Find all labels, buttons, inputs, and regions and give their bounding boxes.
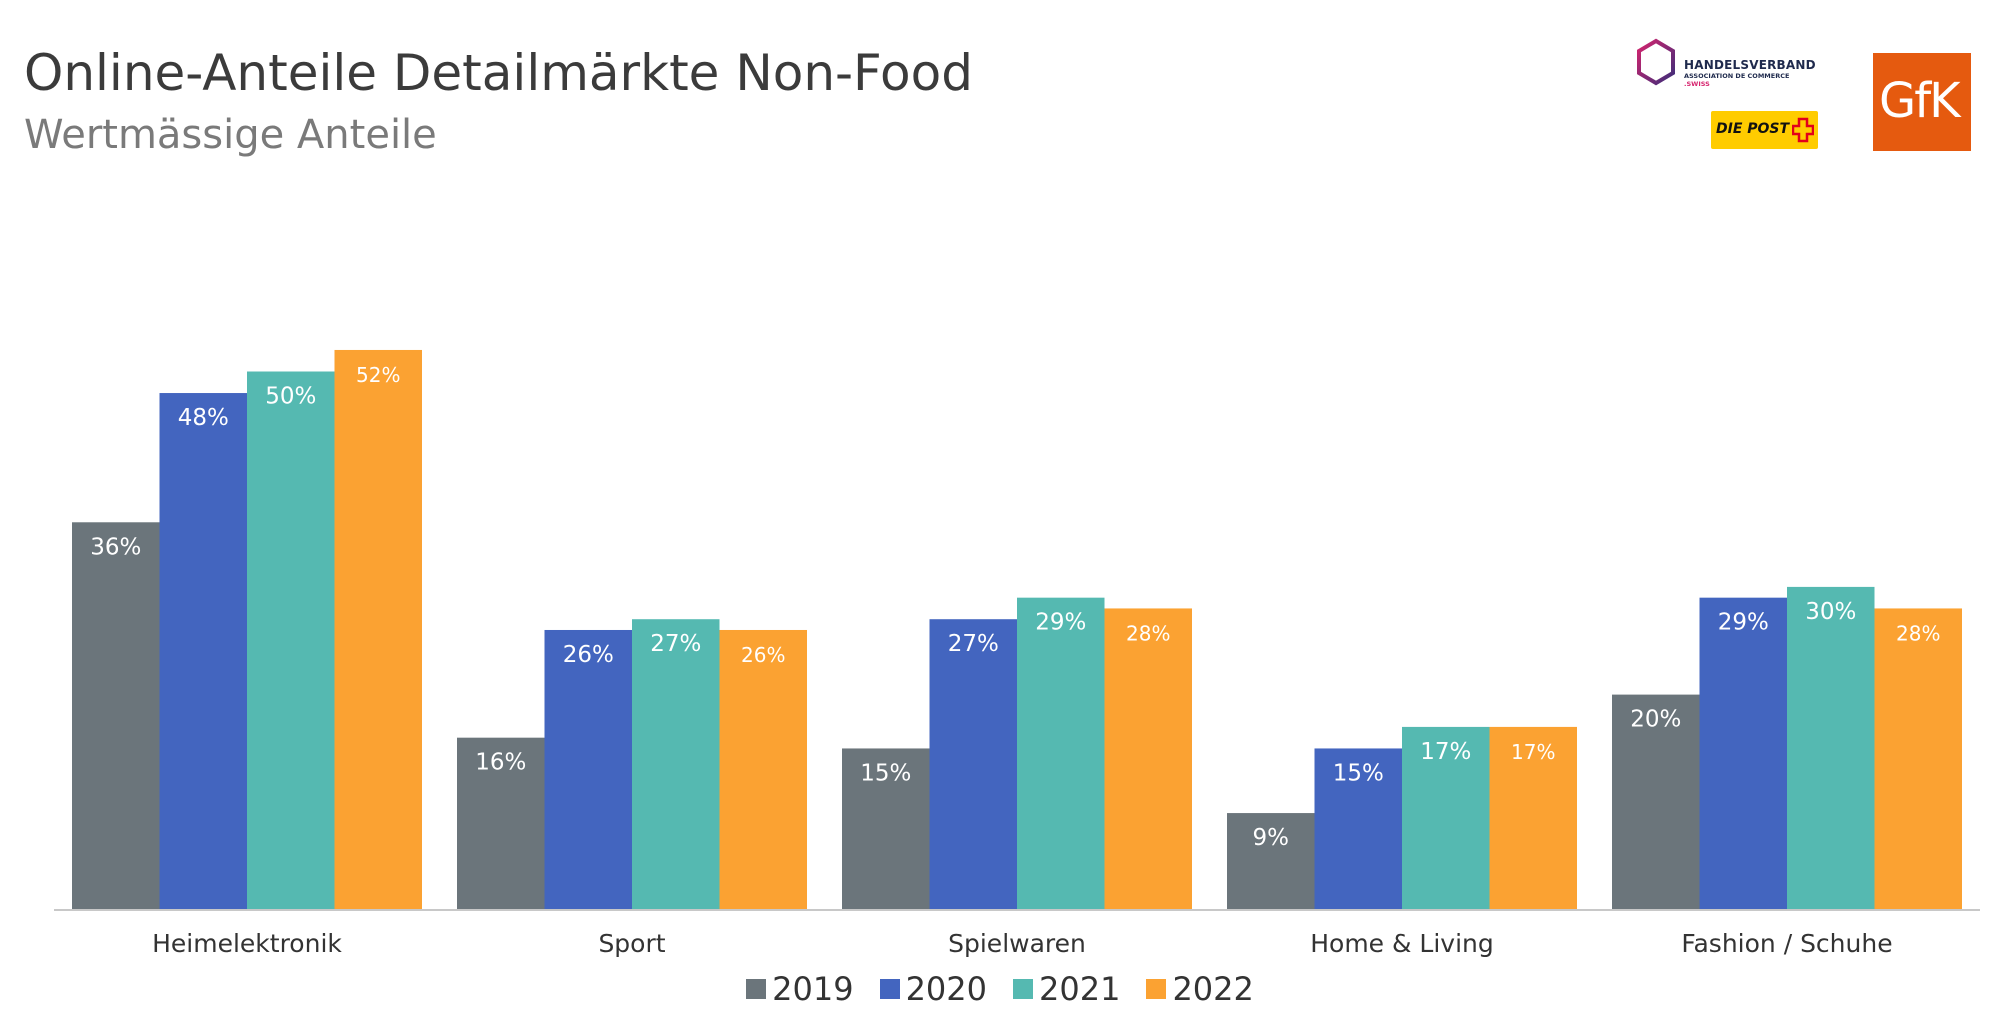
category-label-4: Fashion / Schuhe	[1681, 929, 1892, 958]
data-label-2022-3: 17%	[1511, 740, 1555, 764]
bar-2020-1	[544, 629, 632, 910]
legend-item-2020: 2020	[879, 970, 987, 1008]
legend-item-2019: 2019	[746, 970, 854, 1008]
handelsverband-logo: HANDELSVERBAND ASSOCIATION DE COMMERCE .…	[1634, 38, 1834, 98]
bar-2019-0	[72, 522, 160, 910]
category-label-0: Heimelektronik	[152, 929, 342, 958]
data-label-2020-2: 27%	[948, 631, 999, 657]
data-label-2021-4: 30%	[1805, 599, 1856, 625]
bar-2020-3	[1314, 748, 1402, 910]
data-label-2022-2: 28%	[1126, 621, 1170, 645]
legend-swatch-2021	[1013, 979, 1033, 999]
die-post-logo: DIE POST	[1711, 111, 1818, 149]
data-label-2020-3: 15%	[1333, 760, 1384, 786]
bar-2019-4	[1612, 694, 1700, 910]
category-label-3: Home & Living	[1310, 929, 1494, 958]
handelsverband-hexagon-icon	[1637, 38, 1675, 86]
bar-2021-3	[1402, 726, 1490, 910]
chart-title: Online-Anteile Detailmärkte Non-Food	[24, 44, 973, 102]
legend-swatch-2022	[1146, 979, 1167, 999]
legend-item-2022: 2022	[1146, 970, 1254, 1008]
data-label-2021-3: 17%	[1420, 739, 1471, 765]
legend-swatch-2020	[879, 979, 900, 999]
handelsverband-subline: ASSOCIATION DE COMMERCE	[1684, 72, 1790, 80]
category-label-1: Sport	[598, 929, 665, 958]
chart-legend: 2019 2020 2021 2022	[0, 970, 2000, 1008]
handelsverband-name: HANDELSVERBAND	[1684, 58, 1816, 72]
bar-2021-0	[247, 371, 335, 910]
bars-group: 36% 48% 50% 52% 16% 26% 27% 26% 15% 27% 29% 28% 9% 15…	[72, 349, 1962, 911]
bar-2022-2	[1104, 608, 1192, 910]
legend-label-2022: 2022	[1172, 970, 1254, 1008]
legend-swatch-2019	[746, 979, 767, 999]
data-label-2022-0: 52%	[356, 363, 400, 387]
legend-item-2021: 2021	[1013, 970, 1120, 1008]
data-label-2021-1: 27%	[650, 631, 701, 657]
chart-subtitle: Wertmässige Anteile	[24, 112, 437, 158]
bar-2019-2	[842, 748, 930, 910]
data-label-2019-0: 36%	[90, 534, 141, 560]
legend-label-2021: 2021	[1039, 970, 1121, 1008]
data-label-2020-4: 29%	[1718, 610, 1769, 636]
data-label-2019-4: 20%	[1630, 707, 1681, 733]
bar-2019-1	[457, 737, 545, 910]
swiss-cross-icon	[1792, 117, 1814, 143]
gfk-text: GfK	[1879, 73, 1961, 129]
bar-2022-4	[1874, 608, 1962, 910]
handelsverband-domain: .SWISS	[1684, 80, 1710, 88]
legend-label-2020: 2020	[905, 970, 987, 1008]
handelsverband-text: HANDELSVERBAND ASSOCIATION DE COMMERCE .…	[1684, 58, 1816, 88]
data-label-2020-1: 26%	[563, 642, 614, 668]
data-label-2019-2: 15%	[860, 760, 911, 786]
gfk-logo: GfK	[1873, 53, 1971, 151]
bar-2021-4	[1787, 586, 1875, 910]
bar-2021-1	[632, 619, 720, 910]
bar-2019-3	[1227, 813, 1315, 910]
data-label-2020-0: 48%	[178, 405, 229, 431]
data-label-2019-3: 9%	[1253, 825, 1290, 851]
bar-2020-4	[1699, 597, 1787, 910]
bar-2022-1	[719, 629, 807, 910]
bar-2020-0	[159, 393, 247, 910]
data-label-2022-1: 26%	[741, 643, 785, 667]
legend-label-2019: 2019	[772, 970, 854, 1008]
category-label-2: Spielwaren	[948, 929, 1086, 958]
bar-2022-3	[1489, 726, 1577, 910]
die-post-text: DIE POST	[1716, 121, 1790, 137]
bar-2022-0	[334, 349, 422, 911]
data-label-2021-0: 50%	[265, 384, 316, 410]
bar-2021-2	[1017, 597, 1105, 910]
data-label-2022-4: 28%	[1896, 621, 1940, 645]
data-label-2019-1: 16%	[475, 750, 526, 776]
data-label-2021-2: 29%	[1035, 610, 1086, 636]
category-labels-group: Heimelektronik Sport Spielwaren Home & Livi…	[152, 929, 1892, 958]
bar-2020-2	[929, 619, 1017, 910]
